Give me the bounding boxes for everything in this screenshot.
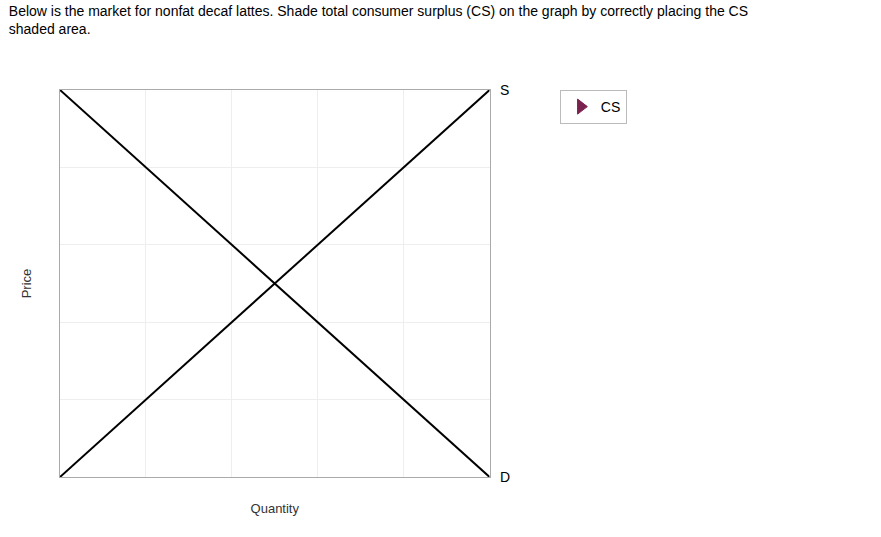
- svg-text:Price: Price: [19, 269, 34, 299]
- svg-text:S: S: [500, 82, 509, 98]
- svg-text:Below is the market for nonfat: Below is the market for nonfat decaf lat…: [9, 3, 748, 37]
- svg-text:Quantity: Quantity: [251, 501, 300, 516]
- svg-text:D: D: [500, 469, 510, 485]
- svg-text:CS: CS: [601, 99, 620, 115]
